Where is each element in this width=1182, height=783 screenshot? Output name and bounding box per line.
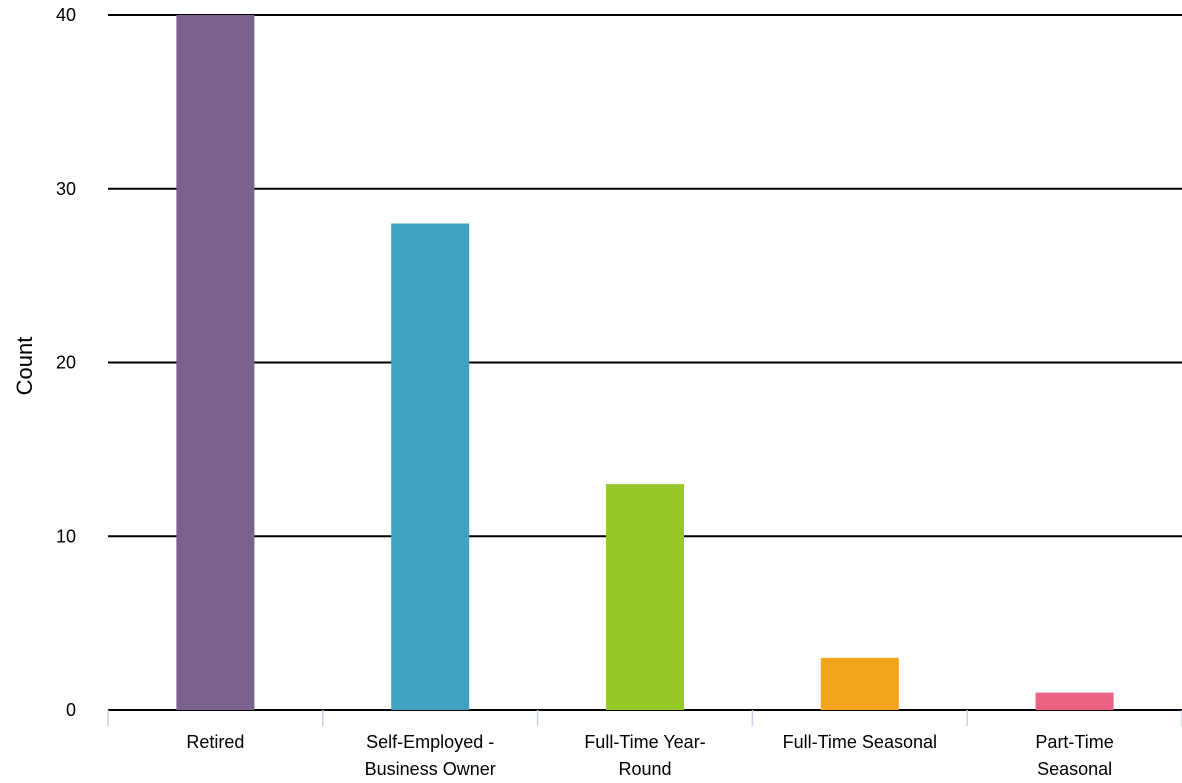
x-category-label: Self-Employed -Business Owner xyxy=(365,732,496,779)
x-axis-ticks xyxy=(107,710,1182,726)
x-category-label: Full-Time Seasonal xyxy=(783,732,937,752)
gridlines xyxy=(108,14,1182,711)
y-axis-title: Count xyxy=(12,337,37,396)
bars xyxy=(176,15,1114,710)
bar xyxy=(820,657,899,710)
y-tick-label: 20 xyxy=(56,353,76,373)
x-axis-labels: Retired Self-Employed -Business Owner Full… xyxy=(186,732,1113,779)
bar xyxy=(391,223,470,710)
bar xyxy=(606,484,684,710)
y-tick-label: 40 xyxy=(56,5,76,25)
bar xyxy=(1035,692,1114,710)
x-category-label: Part-Time Seasonal xyxy=(1035,732,1113,779)
y-tick-label: 30 xyxy=(56,179,76,199)
y-tick-label: 0 xyxy=(66,700,76,720)
x-category-label: Full-Time Year-Round xyxy=(584,732,705,779)
y-tick-label: 10 xyxy=(56,526,76,546)
y-axis-ticks: 0 10 20 30 40 xyxy=(56,5,76,720)
x-category-label: Retired xyxy=(186,732,244,752)
bar xyxy=(176,15,255,710)
